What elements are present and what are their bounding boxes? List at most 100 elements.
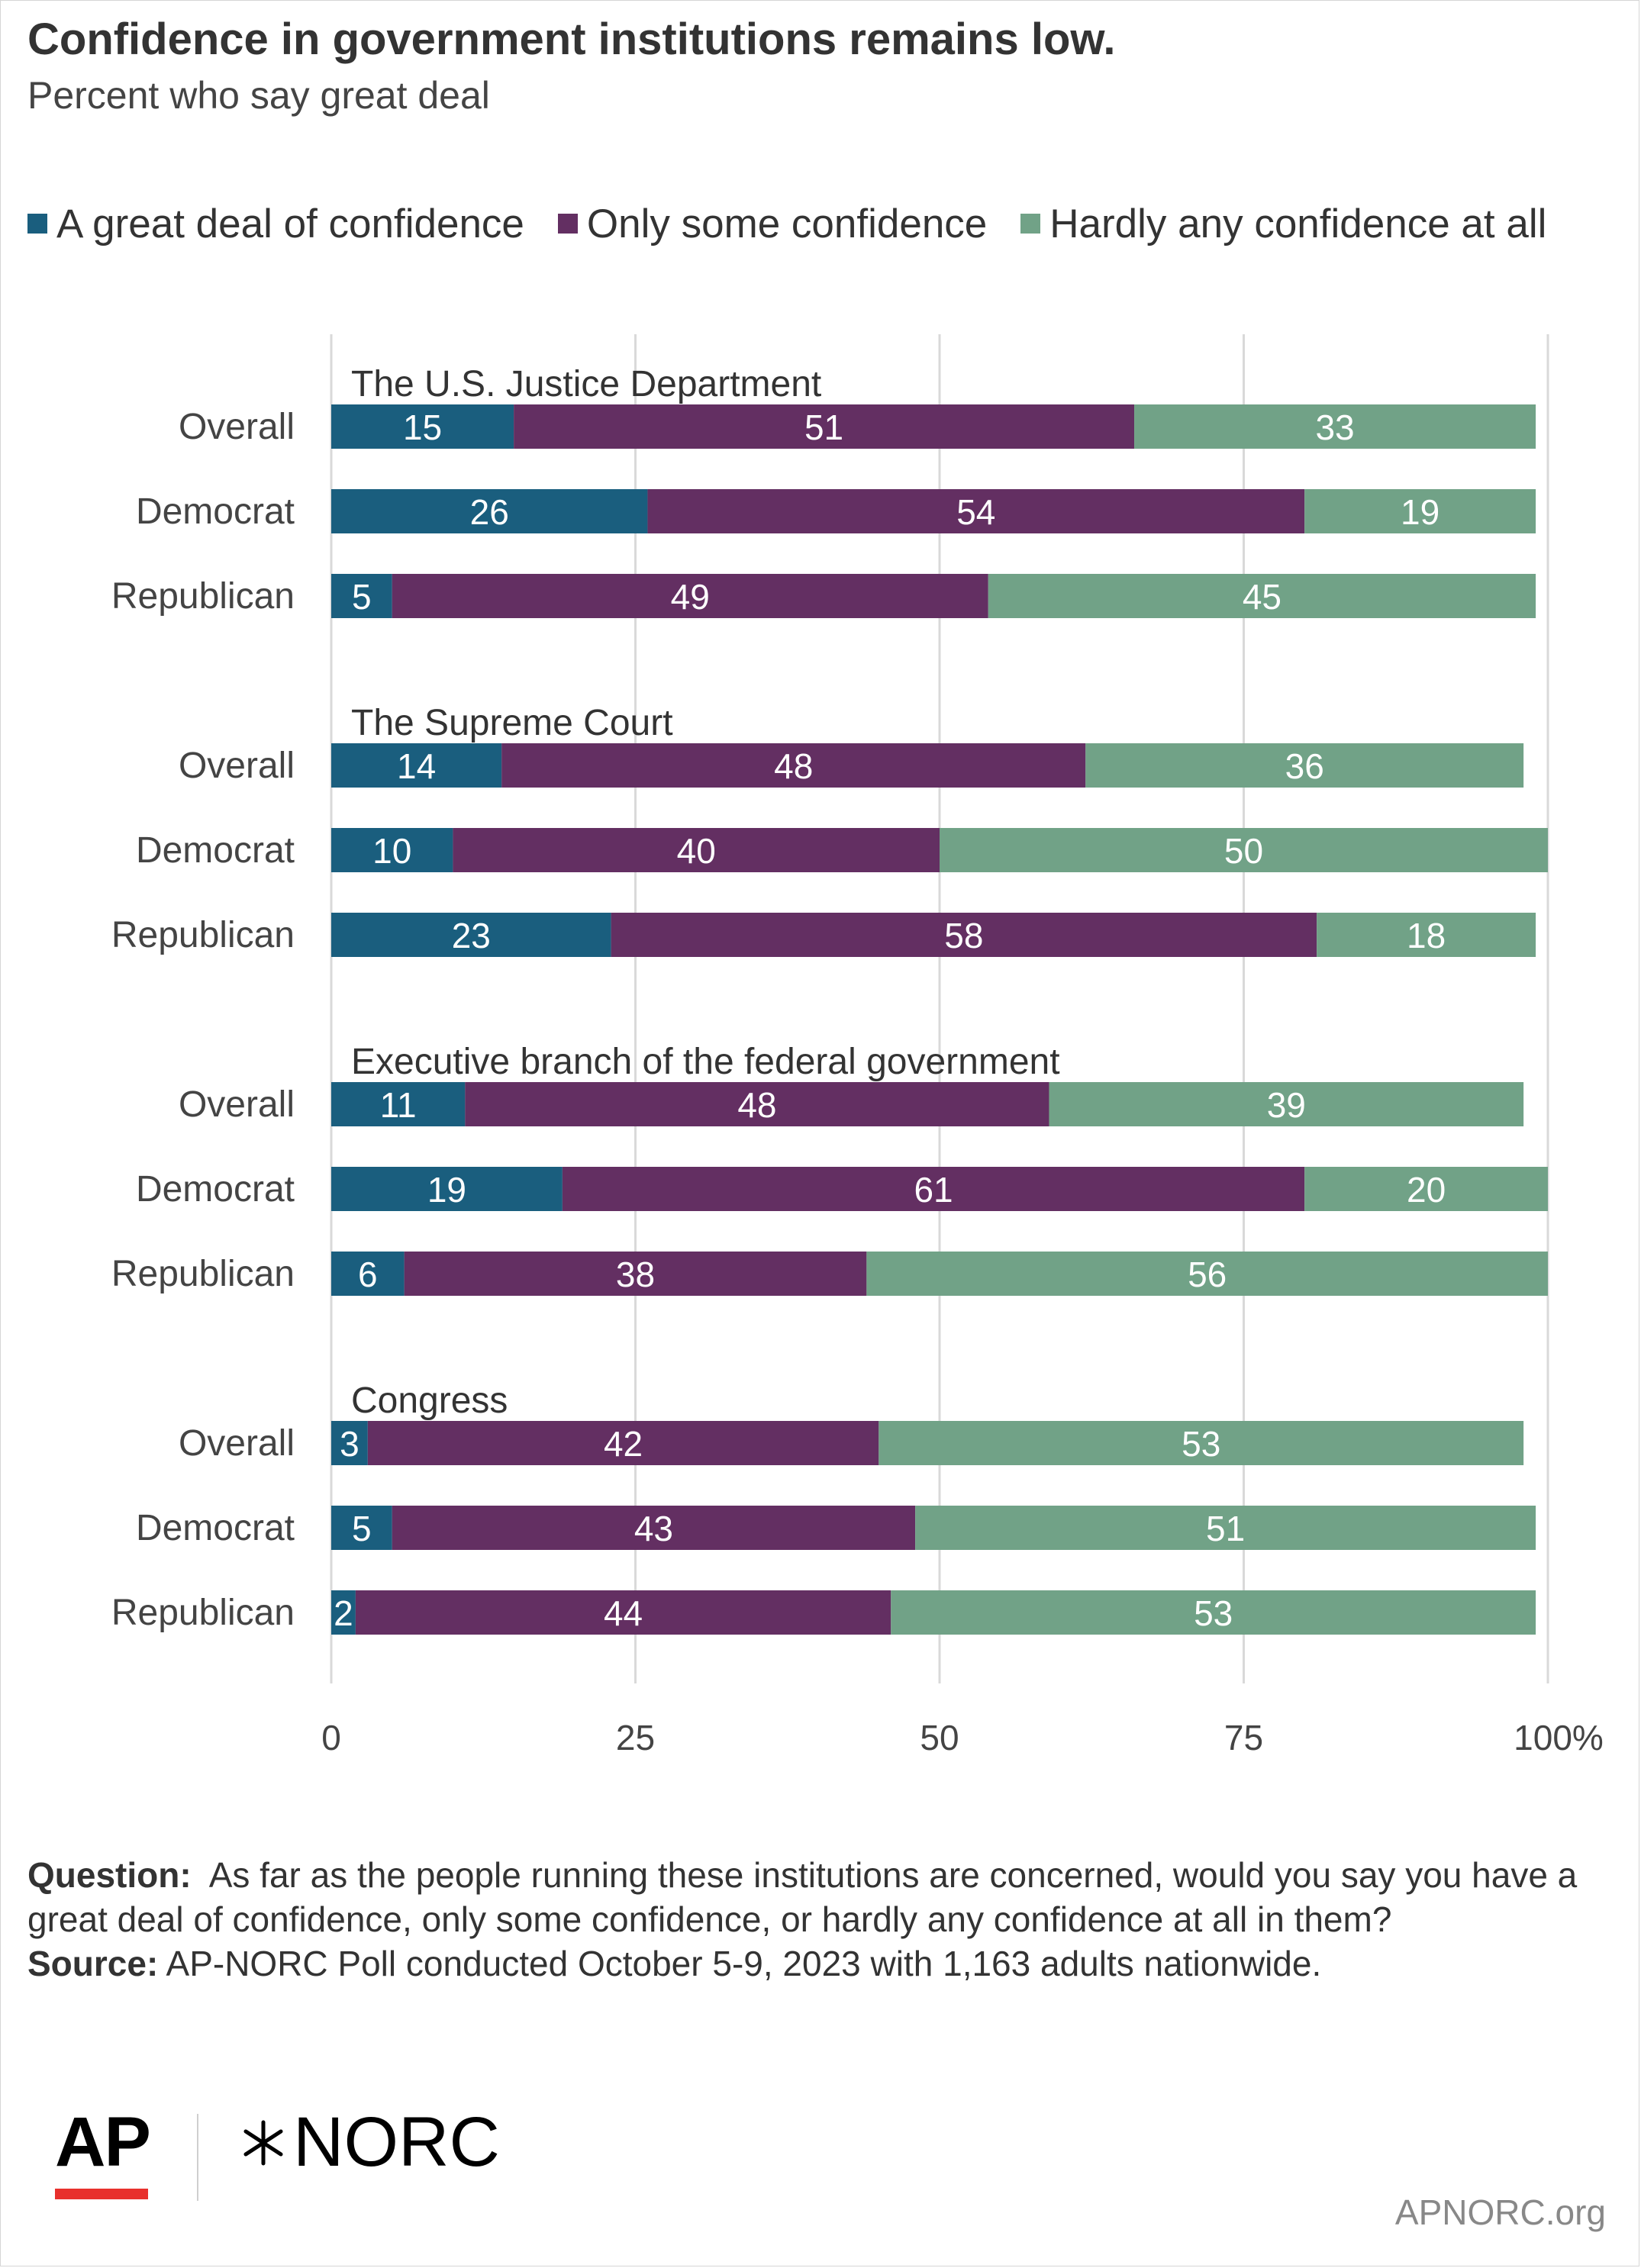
data-label-1-democrat-s2: 54 [956,492,995,532]
bar-segment-4-democrat-s2 [392,1506,916,1550]
data-label-2-democrat-s1: 10 [372,831,411,871]
norc-logo-text: NORC [293,2103,500,2181]
row-label-1-democrat: Democrat [136,491,295,532]
bar-segment-4-overall-s1 [331,1421,368,1465]
bar-segment-1-democrat-s3 [1304,489,1536,533]
data-label-1-overall-s1: 15 [403,408,442,447]
data-label-4-republican-s2: 44 [604,1593,643,1633]
bar-segment-4-democrat-s1 [331,1506,392,1550]
legend-label-hardly-any: Hardly any confidence at all [1049,201,1547,246]
data-label-2-republican-s3: 18 [1407,916,1446,955]
question-text: As far as the people running these insti… [27,1855,1578,1939]
legend-swatch-hardly-any [1020,214,1041,234]
data-label-3-republican-s1: 6 [358,1255,378,1294]
data-label-3-democrat-s1: 19 [427,1170,466,1210]
row-label-3-overall: Overall [179,1084,295,1125]
bar-segment-4-overall-s3 [879,1421,1524,1465]
legend-item-great-deal: A great deal of confidence [27,201,524,247]
data-label-2-overall-s2: 48 [774,746,813,786]
data-label-3-democrat-s2: 61 [914,1170,953,1210]
bar-segment-3-republican-s3 [866,1252,1548,1296]
data-label-1-democrat-s3: 19 [1401,492,1440,532]
bar-segment-3-republican-s1 [331,1252,405,1296]
data-label-1-democrat-s1: 26 [470,492,509,532]
question-label: Question: [27,1855,192,1895]
norc-star-icon [243,2120,283,2165]
chart-notes: Question: As far as the people running t… [27,1853,1615,1986]
data-label-4-democrat-s3: 51 [1206,1509,1245,1548]
bar-segment-3-overall-s3 [1049,1082,1524,1126]
bar-segment-3-republican-s2 [404,1252,867,1296]
legend-item-hardly-any: Hardly any confidence at all [1020,201,1546,247]
bar-segment-4-overall-s2 [367,1421,879,1465]
legend-label-only-some: Only some confidence [586,201,988,246]
bar-segment-2-overall-s2 [501,743,1086,788]
row-label-2-republican: Republican [111,915,295,955]
data-label-2-overall-s1: 14 [397,746,436,786]
bar-segment-2-democrat-s2 [453,828,940,872]
legend-swatch-only-some [557,214,578,234]
x-tick-label-50: 50 [920,1718,959,1757]
norc-logo: NORC [237,2102,500,2183]
bar-segment-2-democrat-s1 [331,828,453,872]
data-label-3-overall-s1: 11 [380,1085,417,1125]
row-label-4-republican: Republican [111,1593,295,1633]
data-label-2-overall-s3: 36 [1285,746,1324,786]
bar-segment-3-democrat-s1 [331,1167,563,1211]
logo-divider [197,2114,198,2201]
bar-segment-4-republican-s2 [355,1590,891,1635]
bar-segment-4-republican-s3 [891,1590,1536,1635]
data-label-3-republican-s3: 56 [1188,1255,1227,1294]
x-tick-label-0: 0 [321,1718,341,1757]
bar-segment-4-republican-s1 [331,1590,356,1635]
row-label-3-republican: Republican [111,1254,295,1294]
bar-segment-1-republican-s3 [988,574,1536,618]
data-label-1-overall-s2: 51 [804,408,843,447]
ap-logo-underline [55,2189,148,2199]
bar-segment-2-republican-s1 [331,913,611,957]
data-label-3-overall-s2: 48 [737,1085,776,1125]
bar-segment-2-republican-s2 [611,913,1317,957]
row-label-1-republican: Republican [111,576,295,617]
bar-segment-1-overall-s3 [1134,404,1536,449]
data-label-1-republican-s3: 45 [1243,577,1282,617]
bar-segment-4-democrat-s3 [915,1506,1536,1550]
data-label-1-overall-s3: 33 [1315,408,1354,447]
data-label-4-republican-s3: 53 [1194,1593,1233,1633]
bar-segment-2-republican-s3 [1317,913,1536,957]
row-label-1-overall: Overall [179,407,295,447]
data-label-2-republican-s2: 58 [944,916,983,955]
data-label-3-overall-s3: 39 [1267,1085,1306,1125]
group-label-1: The U.S. Justice Department [351,364,821,404]
bar-segment-2-overall-s3 [1085,743,1524,788]
bar-segment-1-democrat-s2 [647,489,1305,533]
row-label-3-democrat: Democrat [136,1169,295,1210]
bar-segment-3-democrat-s2 [562,1167,1305,1211]
bar-segment-3-overall-s1 [331,1082,466,1126]
data-label-3-republican-s2: 38 [616,1255,655,1294]
source-text: AP-NORC Poll conducted October 5-9, 2023… [166,1944,1322,1983]
data-label-4-republican-s1: 2 [334,1593,353,1633]
legend-item-only-some: Only some confidence [557,201,988,247]
data-label-4-democrat-s2: 43 [634,1509,673,1548]
bar-segment-3-democrat-s3 [1304,1167,1548,1211]
group-label-4: Congress [351,1380,508,1421]
bar-segment-1-overall-s1 [331,404,514,449]
data-label-2-democrat-s2: 40 [677,831,716,871]
chart-title: Confidence in government institutions re… [27,14,1116,64]
row-label-4-democrat: Democrat [136,1508,295,1548]
x-tick-label-75: 75 [1224,1718,1263,1757]
data-label-4-overall-s2: 42 [604,1424,643,1464]
group-label-2: The Supreme Court [351,703,673,743]
legend-swatch-great-deal [27,214,47,234]
bar-segment-1-republican-s1 [331,574,392,618]
group-label-3: Executive branch of the federal governme… [351,1042,1060,1082]
data-label-2-democrat-s3: 50 [1224,831,1263,871]
ap-logo: AP [55,2103,151,2181]
row-label-2-democrat: Democrat [136,830,295,871]
question-note: Question: As far as the people running t… [27,1853,1615,1941]
row-label-4-overall: Overall [179,1423,295,1464]
data-label-4-democrat-s1: 5 [352,1509,372,1548]
stacked-bar-chart: 0 25 50 75 100%The U.S. Justice DepartmentOv… [111,334,1604,1757]
